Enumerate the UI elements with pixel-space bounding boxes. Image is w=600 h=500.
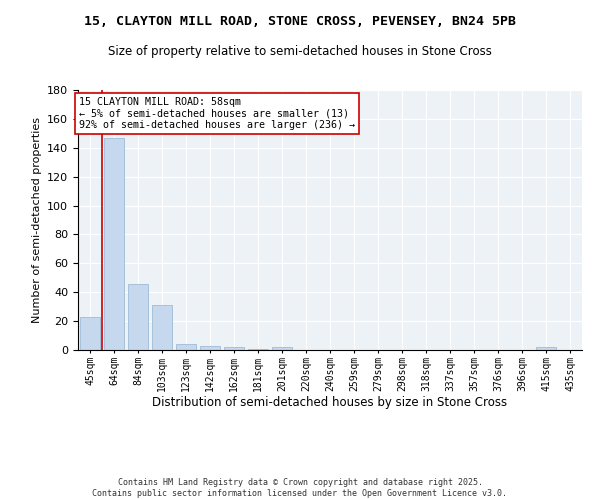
X-axis label: Distribution of semi-detached houses by size in Stone Cross: Distribution of semi-detached houses by …: [152, 396, 508, 409]
Bar: [176, 344, 196, 350]
Bar: [128, 284, 148, 350]
Bar: [80, 317, 100, 350]
Bar: [200, 346, 220, 350]
Text: Contains HM Land Registry data © Crown copyright and database right 2025.
Contai: Contains HM Land Registry data © Crown c…: [92, 478, 508, 498]
Text: 15 CLAYTON MILL ROAD: 58sqm
← 5% of semi-detached houses are smaller (13)
92% of: 15 CLAYTON MILL ROAD: 58sqm ← 5% of semi…: [79, 97, 355, 130]
Bar: [152, 305, 172, 350]
Bar: [248, 348, 268, 350]
Y-axis label: Number of semi-detached properties: Number of semi-detached properties: [32, 117, 41, 323]
Bar: [224, 347, 244, 350]
Text: 15, CLAYTON MILL ROAD, STONE CROSS, PEVENSEY, BN24 5PB: 15, CLAYTON MILL ROAD, STONE CROSS, PEVE…: [84, 15, 516, 28]
Bar: [104, 138, 124, 350]
Text: Size of property relative to semi-detached houses in Stone Cross: Size of property relative to semi-detach…: [108, 45, 492, 58]
Bar: [536, 347, 556, 350]
Bar: [272, 347, 292, 350]
